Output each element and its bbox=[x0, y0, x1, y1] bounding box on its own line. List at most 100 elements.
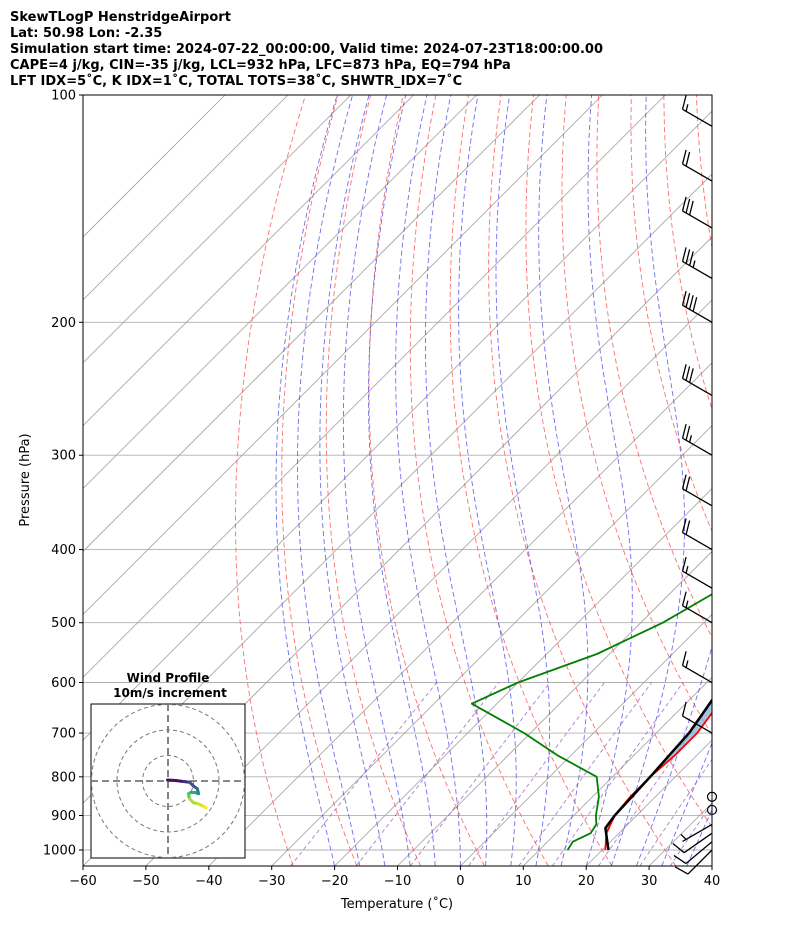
y-tick-label: 800 bbox=[51, 770, 76, 785]
moist-adiabat bbox=[711, 864, 712, 866]
isotherm bbox=[711, 865, 712, 866]
moist-adiabat bbox=[368, 95, 436, 866]
dewpoint-line bbox=[470, 593, 712, 851]
wind-barb bbox=[681, 591, 713, 624]
wind-barb bbox=[681, 556, 713, 589]
dry-adiabat bbox=[663, 95, 712, 411]
y-tick-label: 100 bbox=[51, 89, 76, 104]
y-tick-label: 700 bbox=[51, 727, 76, 742]
wind-barb bbox=[681, 701, 713, 734]
hodograph-title: Wind Profile bbox=[127, 671, 210, 685]
isotherm bbox=[334, 488, 712, 866]
mixing-ratio-line bbox=[468, 682, 605, 866]
time-line: Simulation start time: 2024-07-22_00:00:… bbox=[10, 42, 603, 57]
dry-adiabat bbox=[525, 95, 712, 828]
wind-barb bbox=[681, 474, 713, 507]
isotherm bbox=[83, 95, 666, 678]
isotherm bbox=[460, 613, 712, 866]
background-lines bbox=[83, 95, 794, 866]
moist-adiabat bbox=[458, 95, 517, 866]
x-tick-label: 40 bbox=[704, 874, 721, 889]
isotherm bbox=[208, 362, 712, 866]
hodograph-subtitle: 10m/s increment bbox=[113, 686, 227, 700]
moist-adiabat bbox=[319, 95, 386, 866]
y-tick-label: 200 bbox=[51, 316, 76, 331]
x-tick-label: −60 bbox=[69, 874, 96, 889]
parcel-line bbox=[604, 698, 712, 851]
moist-adiabat bbox=[538, 95, 589, 866]
y-tick-label: 1000 bbox=[43, 844, 76, 859]
isotherm bbox=[83, 95, 289, 301]
moist-adiabat bbox=[395, 95, 461, 866]
wind-barb bbox=[681, 423, 713, 456]
moist-adiabat bbox=[686, 808, 712, 866]
isotherm bbox=[83, 95, 352, 364]
y-tick-label: 400 bbox=[51, 543, 76, 558]
isotherm bbox=[648, 802, 712, 866]
wind-barb bbox=[681, 149, 713, 182]
dry-adiabat bbox=[729, 95, 794, 866]
moist-adiabat bbox=[585, 95, 633, 866]
isotherm bbox=[523, 676, 712, 866]
location-line: Lat: 50.98 Lon: -2.35 bbox=[10, 26, 163, 41]
mixing-ratio-line bbox=[551, 682, 684, 866]
wind-barb bbox=[674, 849, 713, 875]
wind-barb bbox=[681, 196, 713, 229]
mixing-ratio-line bbox=[518, 682, 652, 866]
hodograph-inset: Wind Profile 10m/s increment bbox=[90, 671, 246, 859]
isotherm bbox=[271, 425, 712, 866]
x-tick-label: −10 bbox=[384, 874, 411, 889]
x-axis-label: Temperature (˚C) bbox=[340, 896, 453, 912]
dry-adiabat bbox=[561, 95, 712, 736]
isotherm bbox=[775, 95, 794, 866]
mixing-ratio-line bbox=[290, 682, 438, 866]
wind-barb bbox=[681, 651, 713, 684]
moist-adiabat bbox=[342, 95, 411, 866]
moist-adiabat bbox=[275, 95, 338, 866]
dry-adiabat bbox=[762, 95, 794, 866]
x-tick-label: −30 bbox=[258, 874, 285, 889]
dry-adiabat bbox=[281, 95, 358, 866]
mixing-ratio-line bbox=[639, 758, 712, 866]
wind-barb bbox=[681, 247, 713, 280]
moist-adiabat bbox=[610, 95, 685, 866]
y-tick-label: 300 bbox=[51, 449, 76, 464]
dry-adiabat bbox=[409, 95, 549, 866]
dry-adiabat bbox=[235, 95, 306, 866]
isotherm bbox=[83, 95, 414, 427]
isotherm bbox=[397, 550, 712, 866]
isotherm bbox=[83, 95, 477, 490]
x-tick-label: 20 bbox=[578, 874, 595, 889]
indices-line-1: CAPE=4 j/kg, CIN=-35 j/kg, LCL=932 hPa, … bbox=[10, 58, 511, 73]
isotherm bbox=[83, 95, 226, 238]
moist-adiabat bbox=[661, 741, 712, 866]
x-tick-label: 10 bbox=[515, 874, 532, 889]
moist-adiabat bbox=[297, 95, 361, 866]
y-tick-label: 900 bbox=[51, 809, 76, 824]
chart-title: SkewTLogP HenstridgeAirport bbox=[10, 10, 231, 25]
dry-adiabat bbox=[488, 95, 677, 866]
wind-barb bbox=[681, 364, 713, 397]
x-tick-label: 0 bbox=[456, 874, 464, 889]
mixing-ratio-line bbox=[669, 802, 712, 866]
wind-barb bbox=[681, 94, 713, 127]
moist-adiabat bbox=[636, 645, 712, 866]
y-tick-label: 600 bbox=[51, 676, 76, 691]
isotherm bbox=[83, 95, 603, 615]
temperature-line bbox=[604, 711, 712, 851]
dry-adiabat bbox=[325, 95, 422, 866]
dry-adiabat bbox=[695, 95, 712, 250]
dry-adiabat bbox=[368, 95, 485, 866]
isotherm bbox=[145, 299, 712, 866]
dry-adiabat bbox=[596, 95, 712, 639]
axis-ticks: −60 −50 −40 −30 −20 −10 0 10 20 30 40 100 200 300 400 5… bbox=[43, 89, 720, 890]
x-tick-label: −40 bbox=[195, 874, 222, 889]
dry-adiabat bbox=[449, 95, 613, 866]
x-tick-label: −20 bbox=[321, 874, 348, 889]
profile-lines bbox=[470, 593, 712, 851]
indices-line-2: LFT IDX=5˚C, K IDX=1˚C, TOTAL TOTS=38˚C,… bbox=[10, 74, 463, 89]
wind-barb bbox=[681, 518, 713, 551]
wind-barb bbox=[680, 823, 713, 843]
moist-adiabat bbox=[425, 95, 488, 866]
